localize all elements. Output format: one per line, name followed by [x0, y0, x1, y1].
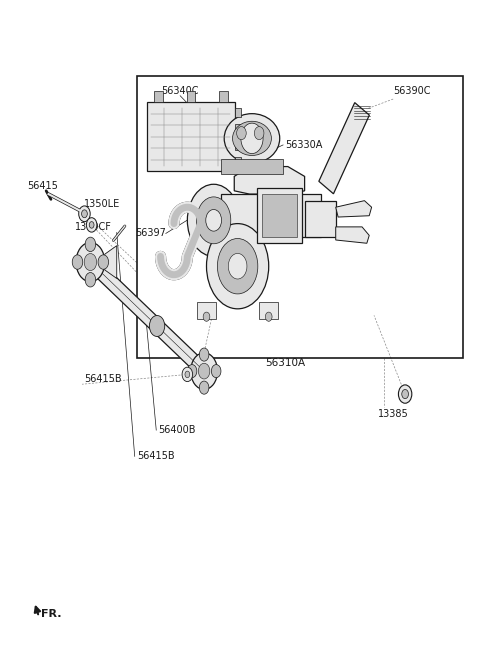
Circle shape: [203, 312, 210, 321]
Polygon shape: [234, 167, 305, 194]
Circle shape: [199, 381, 209, 394]
Circle shape: [206, 223, 269, 309]
Text: 56415B: 56415B: [137, 451, 175, 461]
Ellipse shape: [224, 114, 280, 163]
Circle shape: [86, 217, 97, 232]
Circle shape: [211, 365, 221, 378]
Circle shape: [398, 385, 412, 403]
Text: 13385: 13385: [378, 409, 408, 419]
Circle shape: [76, 242, 105, 282]
Text: 1350LE: 1350LE: [84, 199, 120, 209]
Circle shape: [402, 390, 408, 399]
Text: 56390C: 56390C: [393, 86, 431, 96]
Text: 56310A: 56310A: [265, 358, 306, 368]
Circle shape: [85, 237, 96, 252]
Bar: [147, 102, 235, 171]
Text: 56415: 56415: [27, 181, 58, 191]
Text: 56340C: 56340C: [161, 86, 199, 96]
Circle shape: [206, 210, 222, 231]
Ellipse shape: [232, 122, 271, 156]
Circle shape: [237, 127, 246, 140]
Circle shape: [85, 273, 96, 287]
Text: FR.: FR.: [41, 608, 62, 619]
Circle shape: [198, 363, 210, 379]
Bar: [262, 194, 298, 237]
Circle shape: [149, 315, 165, 336]
Bar: [187, 91, 195, 102]
Circle shape: [265, 312, 272, 321]
Circle shape: [191, 353, 217, 390]
Circle shape: [79, 206, 90, 221]
Polygon shape: [319, 102, 369, 194]
Bar: [221, 194, 322, 237]
Text: 56397: 56397: [135, 229, 166, 238]
Bar: [155, 91, 163, 102]
Bar: [197, 302, 216, 319]
Bar: [219, 91, 228, 102]
Polygon shape: [336, 227, 369, 243]
Circle shape: [197, 197, 231, 244]
Text: 1360CF: 1360CF: [75, 222, 112, 232]
Circle shape: [241, 123, 263, 154]
Bar: [235, 141, 241, 150]
Bar: [235, 124, 241, 133]
Text: 56400B: 56400B: [158, 425, 196, 435]
Circle shape: [98, 255, 108, 269]
Circle shape: [182, 367, 192, 382]
Bar: [235, 157, 241, 166]
Polygon shape: [105, 246, 117, 279]
Circle shape: [89, 221, 94, 228]
Bar: [221, 159, 283, 173]
Circle shape: [82, 210, 87, 217]
Bar: [257, 187, 302, 243]
Polygon shape: [87, 256, 207, 378]
Circle shape: [187, 365, 197, 378]
Circle shape: [84, 254, 96, 271]
Circle shape: [217, 238, 258, 294]
Circle shape: [199, 348, 209, 361]
Bar: [235, 108, 241, 117]
Circle shape: [228, 254, 247, 279]
Circle shape: [185, 371, 190, 378]
Bar: [305, 200, 336, 237]
Text: 56415B: 56415B: [84, 374, 122, 384]
Bar: [259, 302, 278, 319]
Circle shape: [187, 184, 240, 256]
Polygon shape: [336, 200, 372, 217]
Text: 56330A: 56330A: [286, 140, 323, 150]
Bar: [137, 76, 463, 358]
Circle shape: [254, 127, 264, 140]
Circle shape: [72, 255, 83, 269]
